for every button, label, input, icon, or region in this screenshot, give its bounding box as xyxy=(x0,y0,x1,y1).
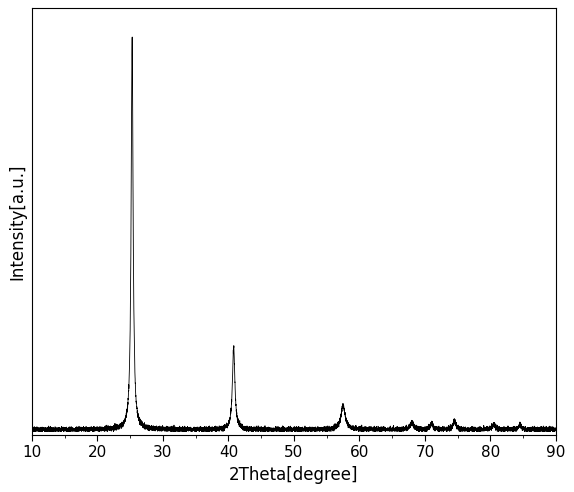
X-axis label: 2Theta[degree]: 2Theta[degree] xyxy=(229,465,359,484)
Y-axis label: Intensity[a.u.]: Intensity[a.u.] xyxy=(9,164,26,280)
